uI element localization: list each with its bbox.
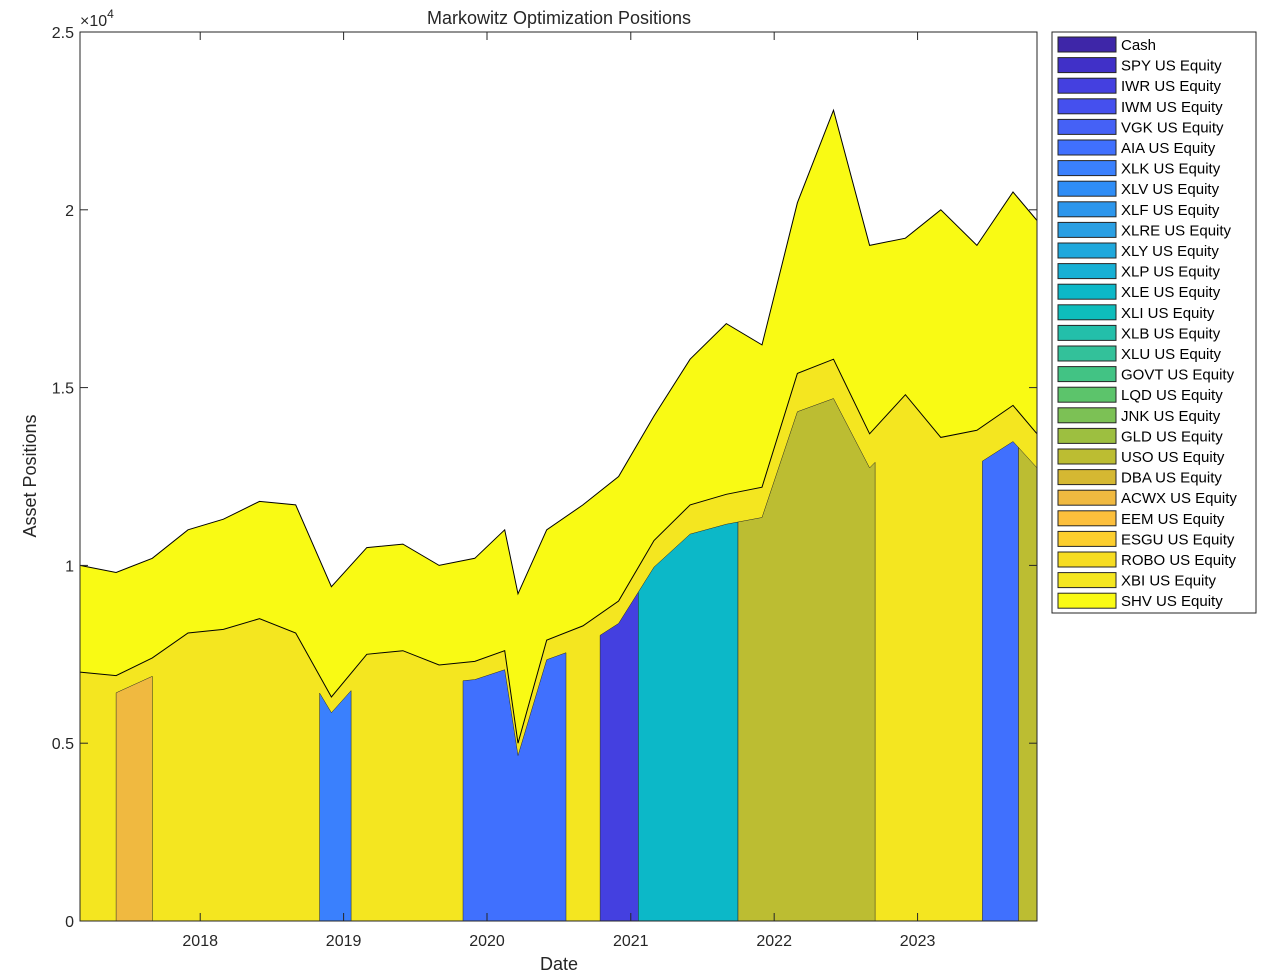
y-tick-label: 1.5 <box>52 381 74 398</box>
chart-title: Markowitz Optimization Positions <box>427 8 691 28</box>
legend-swatch <box>1057 201 1117 218</box>
legend-swatch <box>1057 242 1117 259</box>
x-tick-label: 2018 <box>182 933 218 950</box>
legend-swatch <box>1057 36 1117 53</box>
legend-swatch <box>1057 510 1117 527</box>
segment-xlk-us-equity-1 <box>319 689 352 922</box>
line-mid <box>79 358 1038 744</box>
y-tick-label: 2 <box>65 203 74 220</box>
legend-swatch <box>1057 77 1117 94</box>
legend-label: XLP US Equity <box>1121 264 1220 281</box>
legend-label: VGK US Equity <box>1121 119 1224 136</box>
legend-label: IWR US Equity <box>1121 78 1222 95</box>
y-tick-label: 1 <box>65 558 74 575</box>
legend-label: IWM US Equity <box>1121 99 1223 116</box>
legend-swatch <box>1057 366 1117 383</box>
segment-spy-us-equity-3 <box>599 591 639 922</box>
y-exponent-power: 4 <box>107 7 114 21</box>
boundary-lines <box>79 108 1038 744</box>
legend-label: XLE US Equity <box>1121 284 1221 301</box>
legend-label: GOVT US Equity <box>1121 367 1235 384</box>
legend-swatch <box>1057 448 1117 465</box>
segment-xle-us-equity-4 <box>638 521 739 922</box>
legend-label: XLK US Equity <box>1121 161 1221 178</box>
y-tick-label: 0 <box>65 914 74 931</box>
legend: Cash SPY US Equity IWR US Equity IWM US Equ… <box>1051 31 1257 614</box>
segment-acwx-us-equity-0 <box>115 675 153 922</box>
legend-swatch <box>1057 180 1117 197</box>
legend-swatch <box>1057 407 1117 424</box>
legend-label: ROBO US Equity <box>1121 552 1237 569</box>
legend-label: ACWX US Equity <box>1121 490 1237 507</box>
segment-vgk-us-equity-6 <box>982 441 1019 922</box>
legend-swatch <box>1057 530 1117 547</box>
legend-label: XLU US Equity <box>1121 346 1222 363</box>
legend-swatch <box>1057 57 1117 74</box>
segment-uso-us-equity-5 <box>737 398 876 922</box>
legend-label: EEM US Equity <box>1121 511 1225 528</box>
y-exponent-base: ×10 <box>80 13 107 30</box>
legend-label: USO US Equity <box>1121 449 1225 466</box>
y-tick-label: 0.5 <box>52 736 74 753</box>
segment-uso-us-equity-7 <box>1018 446 1038 922</box>
legend-swatch <box>1057 345 1117 362</box>
x-tick-label: 2020 <box>469 933 505 950</box>
x-axis-ticks: 2018 2019 2020 2021 2022 2023 <box>182 32 935 950</box>
axes-box <box>79 31 1038 922</box>
legend-label: XLB US Equity <box>1121 325 1221 342</box>
y-tick-label: 2.5 <box>52 25 74 42</box>
legend-swatch <box>1057 324 1117 341</box>
area-shv <box>80 110 1037 744</box>
x-tick-label: 2022 <box>756 933 792 950</box>
legend-label: LQD US Equity <box>1121 387 1223 404</box>
legend-label: XLY US Equity <box>1121 243 1219 260</box>
legend-swatch <box>1057 263 1117 280</box>
legend-label: DBA US Equity <box>1121 470 1222 487</box>
legend-label: Cash <box>1121 37 1156 54</box>
legend-label: XLRE US Equity <box>1121 222 1232 239</box>
legend-label: XLV US Equity <box>1121 181 1220 198</box>
x-tick-label: 2021 <box>613 933 649 950</box>
x-axis-label: Date <box>540 954 578 974</box>
legend-swatch <box>1057 98 1117 115</box>
legend-swatch <box>1057 221 1117 238</box>
segment-xlk-us-equity-2 <box>462 652 567 922</box>
x-tick-label: 2019 <box>326 933 362 950</box>
line-total <box>79 108 1038 596</box>
legend-swatch <box>1057 118 1117 135</box>
legend-swatch <box>1057 139 1117 156</box>
x-tick-label: 2023 <box>900 933 936 950</box>
legend-swatch <box>1057 572 1117 589</box>
legend-swatch <box>1057 489 1117 506</box>
legend-label: AIA US Equity <box>1121 140 1216 157</box>
legend-label: XBI US Equity <box>1121 573 1217 590</box>
legend-label: SHV US Equity <box>1121 593 1223 610</box>
legend-swatch <box>1057 386 1117 403</box>
legend-swatch <box>1057 427 1117 444</box>
legend-label: ESGU US Equity <box>1121 531 1235 548</box>
y-axis-ticks: 0 0.5 1 1.5 2 2.5 <box>52 25 1037 931</box>
legend-swatch <box>1057 469 1117 486</box>
legend-swatch <box>1057 283 1117 300</box>
legend-label: JNK US Equity <box>1121 408 1221 425</box>
legend-label: XLI US Equity <box>1121 305 1215 322</box>
legend-swatch <box>1057 551 1117 568</box>
y-exponent-label: ×104 <box>80 7 114 30</box>
legend-label: XLF US Equity <box>1121 202 1220 219</box>
legend-swatch <box>1057 592 1117 609</box>
legend-label: SPY US Equity <box>1121 58 1222 75</box>
legend-swatch <box>1057 304 1117 321</box>
legend-swatch <box>1057 160 1117 177</box>
y-axis-label: Asset Positions <box>20 414 40 537</box>
legend-label: GLD US Equity <box>1121 428 1223 445</box>
